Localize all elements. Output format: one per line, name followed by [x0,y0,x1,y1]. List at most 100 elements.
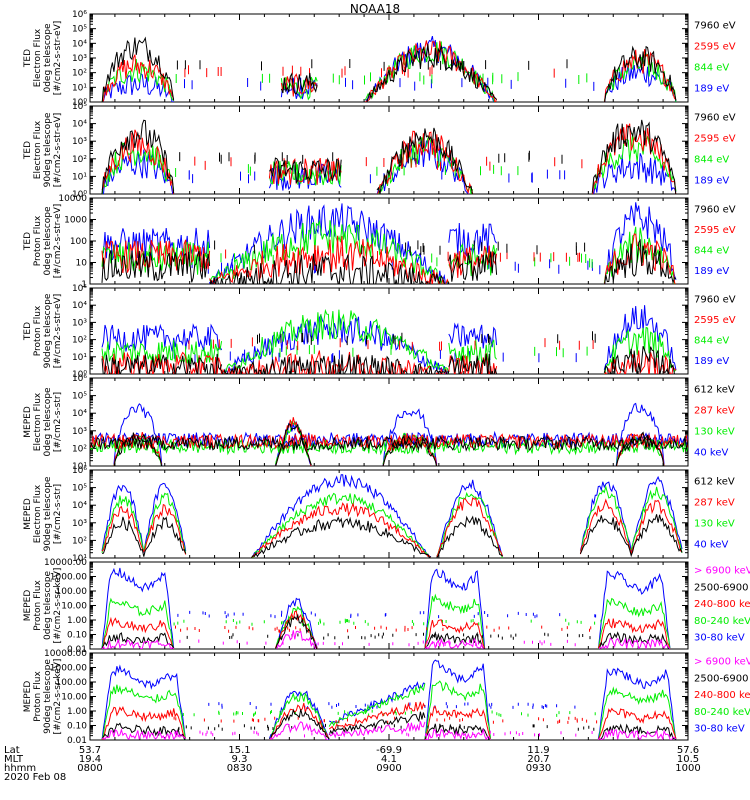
y-tick-label: 10⁴ [72,120,87,130]
y-tick-label: 10⁶ [72,466,87,476]
series-trace [424,593,486,649]
panel-7: 0.010.101.0010.00100.001000.0010000.00ME… [23,558,750,655]
y-tick-label: 1.00 [67,707,87,717]
panel-frame [89,469,689,559]
series-trace [101,639,174,649]
page-title: NOAA18 [349,2,401,16]
y-tick-label: 10¹ [72,353,87,363]
x-tick-label: -69.9 [376,745,402,756]
y-axis-label-line: TED [23,322,33,341]
series-trace [604,238,677,284]
x-tick-label: 0800 [77,763,102,774]
y-tick-label: 0.01 [67,645,87,655]
legend-entry: 7960 eV [694,113,736,124]
series-trace [101,239,211,273]
sparse-samples [188,337,594,351]
y-axis-label-line: Electron Flux [33,392,43,451]
legend-entry: 130 keV [694,427,735,438]
y-tick-label: 10⁶ [72,374,87,384]
x-tick-label: 57.6 [677,745,699,756]
series-trace [597,570,671,649]
y-tick-label: 10⁴ [72,39,87,49]
y-tick-label: 10¹ [72,462,87,472]
data-traces [101,474,683,558]
series-trace [90,430,688,449]
y-tick-label: 10⁰ [72,370,87,380]
series-trace [101,54,175,102]
y-axis-label-line: 90deg telescope [43,112,53,187]
series-trace [224,308,450,374]
data-traces [101,202,677,284]
series-trace [113,432,163,466]
series-trace [591,119,677,194]
legend-entry: 189 eV [694,266,729,277]
x-tick-label: 0930 [526,763,551,774]
series-trace [328,701,426,731]
legend-entry: 40 keV [694,448,728,459]
sparse-samples [175,625,592,633]
y-tick-label: 10.00 [61,693,87,703]
y-tick-label: 10 [76,259,88,269]
series-trace [101,664,187,740]
y-axis-label-line: TED [23,141,33,160]
series-trace [579,475,683,552]
legend-entry: 30-80 keV [694,633,745,644]
y-tick-label: 1000.00 [50,664,87,674]
series-trace [280,72,318,95]
y-tick-label: 10000.00 [44,558,87,568]
series-trace [101,722,186,740]
series-trace [597,667,677,740]
legend-entry: 2595 eV [694,42,736,53]
series-trace [436,479,504,557]
legend-entry: 7960 eV [694,294,736,305]
sparse-samples [179,639,576,647]
y-axis-label-line: Electron Flux [33,484,43,543]
series-trace [101,339,223,365]
series-trace [376,138,470,194]
y-tick-label: 10³ [72,427,87,437]
y-tick-label: 10⁰ [72,190,87,200]
sparse-samples [173,618,602,626]
series-trace [101,706,187,740]
sparse-samples [174,730,593,738]
y-tick-label: 10⁴ [72,301,87,311]
series-trace [101,119,175,194]
legend-entry: 7960 eV [694,204,736,215]
series-trace [603,53,677,102]
series-trace [90,432,688,451]
legend-entry: 189 eV [694,84,729,95]
series-trace [90,434,688,452]
series-trace [598,686,677,740]
y-axis-label: TEDElectron Flux0deg telescope[#/cm2-s-s… [23,21,63,96]
series-trace [101,353,223,374]
series-trace [275,613,318,649]
y-tick-label: 10² [72,69,87,79]
series-trace [101,129,175,194]
legend-entry: 844 eV [694,63,729,74]
legend-entry: 7960 eV [694,21,736,32]
legend-entry: 30-80 keV [694,724,745,735]
y-axis-label-line: 90deg telescope [43,476,53,551]
sparse-samples [186,632,591,640]
series-trace [597,729,677,740]
series-trace [591,153,677,194]
y-axis-label-line: [#/cm2-s-str-eV] [53,204,63,279]
y-axis-label-line: Electron Flux [33,28,43,87]
legend-entry: 240-800 keV [694,690,750,701]
y-tick-label: 100.00 [56,678,88,688]
data-traces [101,659,677,740]
series-trace [328,711,426,736]
x-tick-label: 19.4 [79,754,101,765]
series-trace [597,597,671,649]
y-tick-label: 10⁴ [72,409,87,419]
series-trace [101,250,211,283]
y-axis-label-line: TED [23,49,33,68]
series-trace [424,568,486,649]
series-trace [274,597,318,649]
series-trace [276,630,317,649]
series-trace [382,408,438,466]
y-tick-label: 0.10 [67,722,87,732]
y-axis-label: TEDElectron Flux90deg telescope[#/cm2-s-… [23,112,63,187]
y-tick-label: 1.00 [67,616,87,626]
legend-entry: > 6900 keV [694,566,750,577]
